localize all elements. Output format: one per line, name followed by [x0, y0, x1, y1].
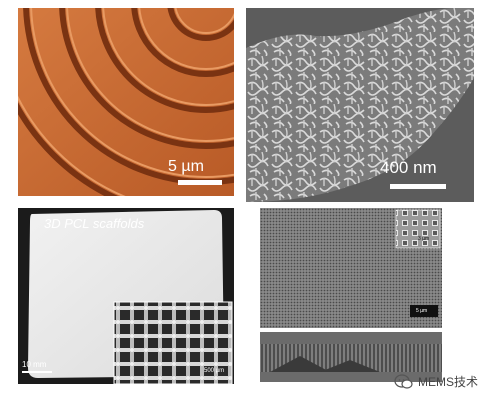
- inset-scale-label: 3 µm: [418, 236, 430, 242]
- scale-bar-box: [410, 305, 438, 317]
- watermark-text: MEMS技术: [417, 375, 478, 389]
- watermark: MEMS技术: [394, 373, 478, 390]
- inset-scale-label: 500 µm: [204, 368, 225, 374]
- scale-label: 400 nm: [380, 158, 437, 177]
- scale-bar: [22, 371, 52, 373]
- panel-pcl-scaffold: 3D PCL scaffolds 10 mm 500 µm: [18, 208, 234, 384]
- panel-title: 3D PCL scaffolds: [44, 216, 145, 231]
- concentric-rings-image: [18, 8, 234, 196]
- pcl-scaffold-image: [18, 208, 234, 384]
- scale-label: 5 µm: [416, 308, 428, 314]
- panel-labyrinth-pattern: 400 nm: [246, 8, 474, 202]
- scale-label: 5 µm: [168, 158, 204, 175]
- scale-bar: [390, 184, 446, 189]
- wechat-icon: [394, 373, 413, 389]
- panel-nanopillar-array: 3 µm 5 µm: [260, 208, 442, 382]
- labyrinth-pattern-image: [246, 8, 474, 202]
- panel-concentric-rings: 5 µm: [18, 8, 234, 196]
- scale-label: 10 mm: [22, 360, 47, 369]
- scale-bar: [178, 180, 222, 185]
- nanopillar-array-image: [260, 208, 442, 382]
